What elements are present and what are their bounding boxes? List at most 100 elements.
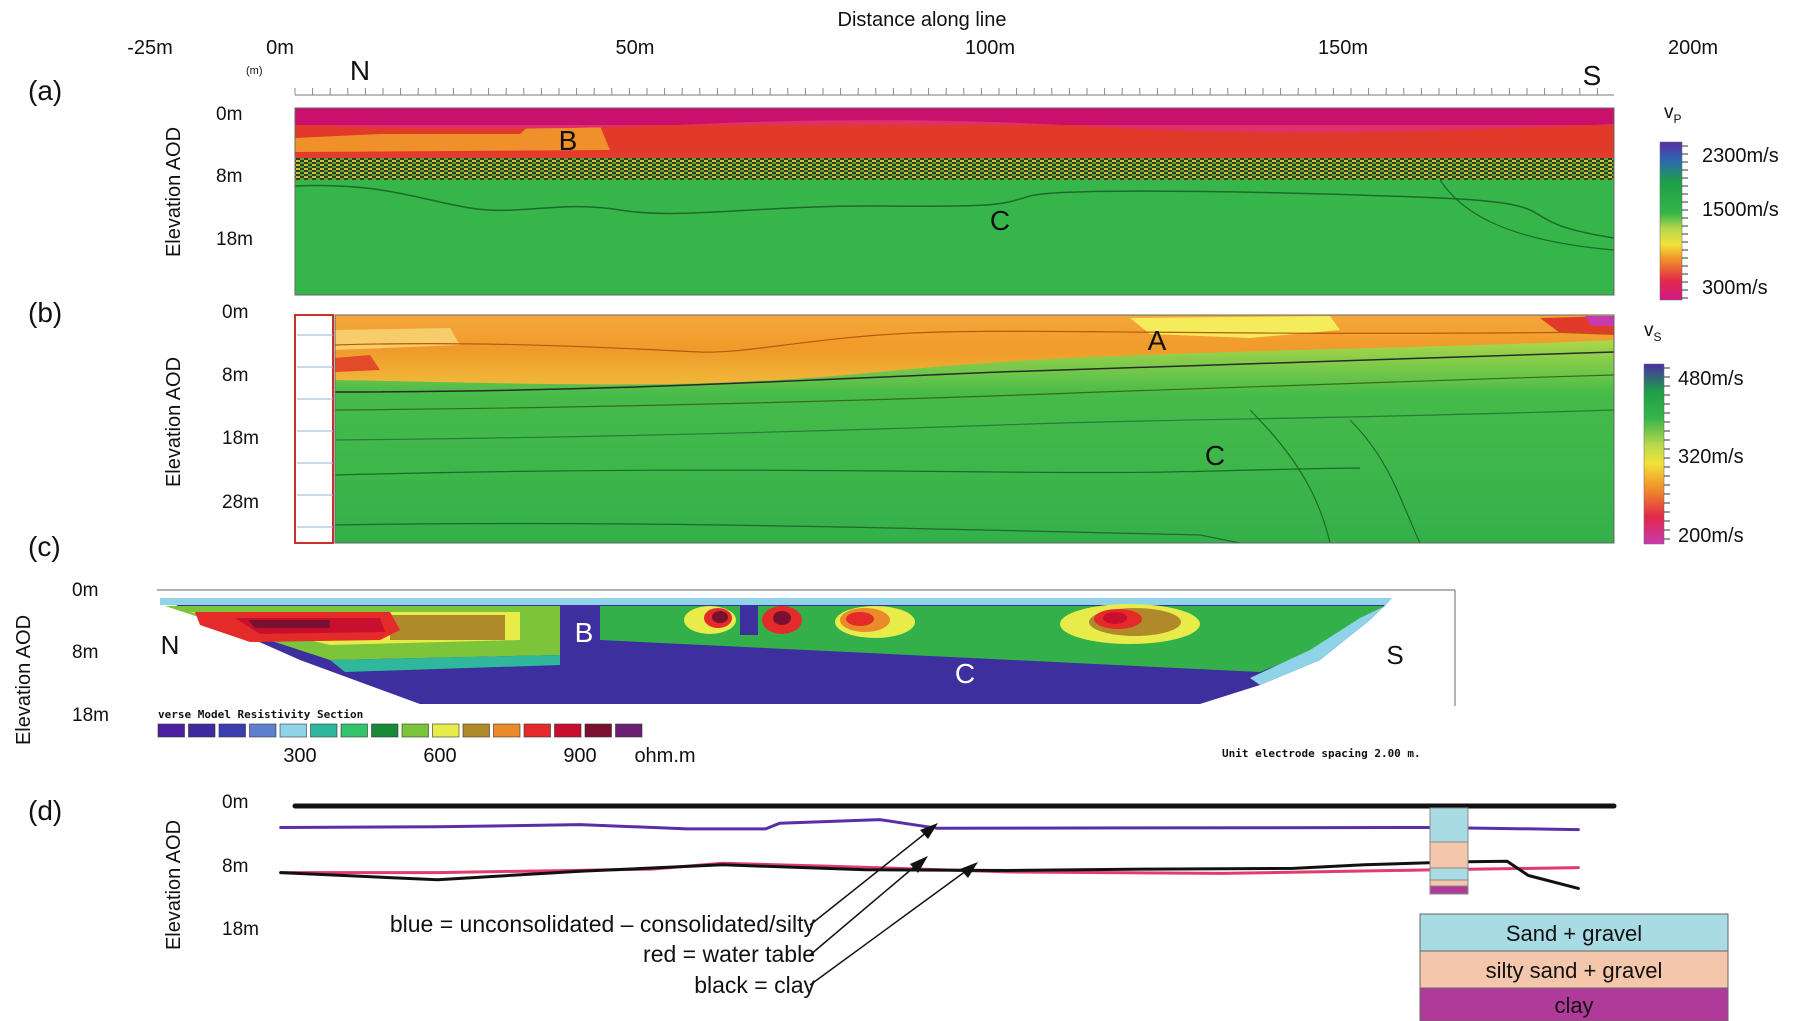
resistivity-section-title: verse Model Resistivity Section xyxy=(158,708,363,721)
x-tick-label: -25m xyxy=(127,37,173,59)
tick-ruler-ticks xyxy=(294,88,1598,95)
interpretation-lines xyxy=(279,803,1617,890)
vs-scale-ticks xyxy=(1664,367,1670,540)
legend-tick-label: 320m/s xyxy=(1678,446,1744,468)
vs-contour-line xyxy=(1249,409,1331,544)
electrode-spacing-note: Unit electrode spacing 2.00 m. xyxy=(1222,747,1421,760)
depth-tick-label: 18m xyxy=(72,705,109,726)
interpretation-line xyxy=(279,861,1580,875)
resistivity-cyan-band xyxy=(160,598,1392,605)
x-axis-title: Distance along line xyxy=(838,9,1007,31)
legend-tick-label: 2300m/s xyxy=(1702,145,1779,167)
scale-swatch xyxy=(493,723,521,738)
vp-orange-lens xyxy=(295,125,610,152)
depth-tick-label: 0m xyxy=(222,792,248,813)
scale-swatch xyxy=(157,723,185,738)
scale-swatch xyxy=(615,723,643,738)
line-legend-red: red = water table xyxy=(643,941,815,967)
vs-frame xyxy=(334,314,1615,544)
resistivity-purple-core xyxy=(248,620,330,628)
legend-swatch-silty-sand xyxy=(1419,950,1729,989)
vs-grid-strip-lines xyxy=(297,334,333,528)
annotation-b: B xyxy=(559,125,578,156)
resistivity-gap xyxy=(740,605,758,635)
panel-label-d: (d) xyxy=(28,795,62,826)
vp-surface-undulation xyxy=(295,120,1614,133)
end-label-south: S xyxy=(1386,640,1403,670)
depth-tick-label: 18m xyxy=(222,919,259,940)
vp-section xyxy=(294,88,1615,296)
scale-swatch xyxy=(432,723,460,738)
depth-tick-label: 8m xyxy=(222,856,248,877)
vs-purple-zone xyxy=(1585,316,1614,326)
resistivity-core xyxy=(1103,612,1127,624)
scale-tick-label: 900 xyxy=(563,745,596,767)
interpretation-line xyxy=(279,859,1580,890)
legend-swatch-clay xyxy=(1419,987,1729,1021)
legend-tick-label: 1500m/s xyxy=(1702,199,1779,221)
legend-label: Sand + gravel xyxy=(1506,921,1642,946)
leader-arrow xyxy=(809,827,933,926)
y-axis-title: Elevation AOD xyxy=(163,357,185,487)
x-tick-label: 200m xyxy=(1668,37,1718,59)
vp-scale-ticks xyxy=(1682,145,1688,299)
borehole-sand-gravel xyxy=(1429,867,1469,881)
scale-swatch xyxy=(554,723,582,738)
borehole-silty-sand xyxy=(1429,841,1469,869)
vs-contour-line xyxy=(334,467,1361,476)
resistivity-core xyxy=(846,612,874,626)
vs-grid-strip xyxy=(294,314,334,544)
annotation-c: C xyxy=(955,658,975,689)
panel-label-c: (c) xyxy=(28,531,61,562)
depth-tick-label: 28m xyxy=(222,492,259,513)
resistivity-gap xyxy=(560,605,600,665)
panel-label-a: (a) xyxy=(28,75,62,106)
vs-section xyxy=(294,314,1615,544)
leader-arrow xyxy=(809,867,971,986)
vs-contour-line xyxy=(334,522,1241,544)
scale-tick-label: 300 xyxy=(283,745,316,767)
borehole-log xyxy=(1429,807,1469,895)
legend-tick-label: 480m/s xyxy=(1678,368,1744,390)
leader-arrow xyxy=(809,861,921,956)
x-tick-label: 150m xyxy=(1318,37,1368,59)
vs-contour-line xyxy=(334,330,1615,353)
arrow-head xyxy=(960,862,978,878)
depth-tick-label: 18m xyxy=(216,229,253,250)
resistivity-cyan-rim xyxy=(1250,598,1392,685)
vp-transition-band xyxy=(295,158,1614,180)
scale-swatch xyxy=(279,723,307,738)
unit-marker: (m) xyxy=(246,65,263,77)
y-axis-title: Elevation AOD xyxy=(163,820,185,950)
scale-swatch xyxy=(188,723,216,738)
arrow-head xyxy=(920,823,938,839)
depth-tick-label: 8m xyxy=(222,365,248,386)
scale-swatch xyxy=(310,723,338,738)
arrow-head xyxy=(910,856,928,873)
vs-color-scale xyxy=(1643,363,1665,545)
borehole-silty-sand xyxy=(1429,879,1469,887)
legend-swatch-sand-gravel xyxy=(1419,913,1729,952)
resistivity-core xyxy=(773,611,791,625)
x-tick-label: 50m xyxy=(616,37,655,59)
end-label-south: S xyxy=(1583,60,1602,91)
scale-swatch xyxy=(523,723,551,738)
scale-tick-label: 600 xyxy=(423,745,456,767)
legend-label: clay xyxy=(1554,993,1593,1018)
scale-swatch xyxy=(249,723,277,738)
legend-label: silty sand + gravel xyxy=(1486,958,1663,983)
annotation-c: C xyxy=(990,205,1010,236)
legend-symbol-vp: vP xyxy=(1664,102,1682,126)
line-legend-black: black = clay xyxy=(694,972,815,998)
scale-swatch xyxy=(584,723,612,738)
panel-label-b: (b) xyxy=(28,297,62,328)
scale-unit-label: ohm.m xyxy=(634,745,695,767)
interpretation-line xyxy=(279,818,1580,832)
resistivity-section xyxy=(157,589,1456,706)
legend-tick-label: 300m/s xyxy=(1702,277,1768,299)
legend-symbol-vs: vS xyxy=(1644,320,1662,344)
end-label-north: N xyxy=(350,55,370,86)
annotation-a: A xyxy=(1148,325,1167,356)
annotation-b: B xyxy=(575,617,594,648)
